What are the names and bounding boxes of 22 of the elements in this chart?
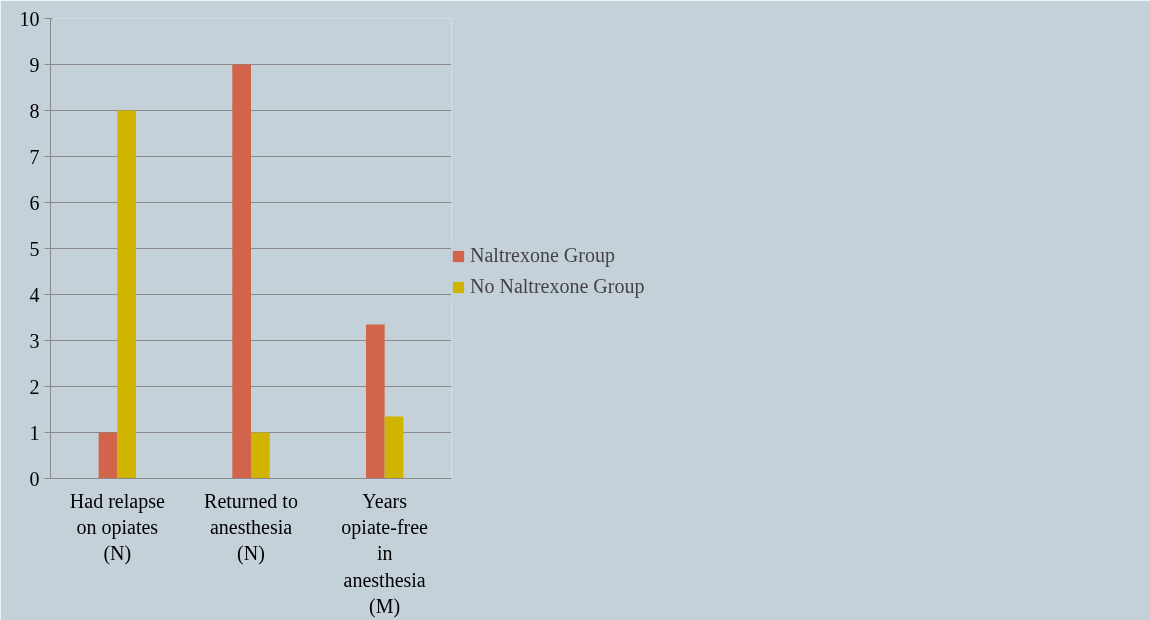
legend-label: No Naltrexone Group xyxy=(470,275,645,298)
y-tick-label: 3 xyxy=(29,329,40,352)
y-tick-label: 8 xyxy=(29,99,40,122)
x-tick-label: Years opiate-free in anesthesia (M) xyxy=(341,489,429,619)
y-tick-label: 5 xyxy=(29,237,40,260)
y-tick-label: 4 xyxy=(29,283,40,306)
legend-label: Naltrexone Group xyxy=(470,244,615,267)
y-tick-label: 2 xyxy=(29,375,40,398)
bar xyxy=(98,432,118,479)
y-tick-label: 7 xyxy=(29,145,40,168)
x-tick-label: Returned to anesthesia (N) xyxy=(204,489,298,566)
y-tick-label: 1 xyxy=(29,421,40,444)
y-tick-label: 6 xyxy=(29,191,40,214)
bar xyxy=(232,64,251,479)
bar xyxy=(384,416,404,479)
y-tick-label: 0 xyxy=(29,467,40,490)
bar xyxy=(251,432,270,479)
x-tick-label: Had relapse on opiates (N) xyxy=(69,489,165,566)
bar xyxy=(117,110,137,479)
y-tick-label: 9 xyxy=(29,53,40,76)
bar xyxy=(365,324,385,479)
y-tick-label: 10 xyxy=(19,7,40,30)
